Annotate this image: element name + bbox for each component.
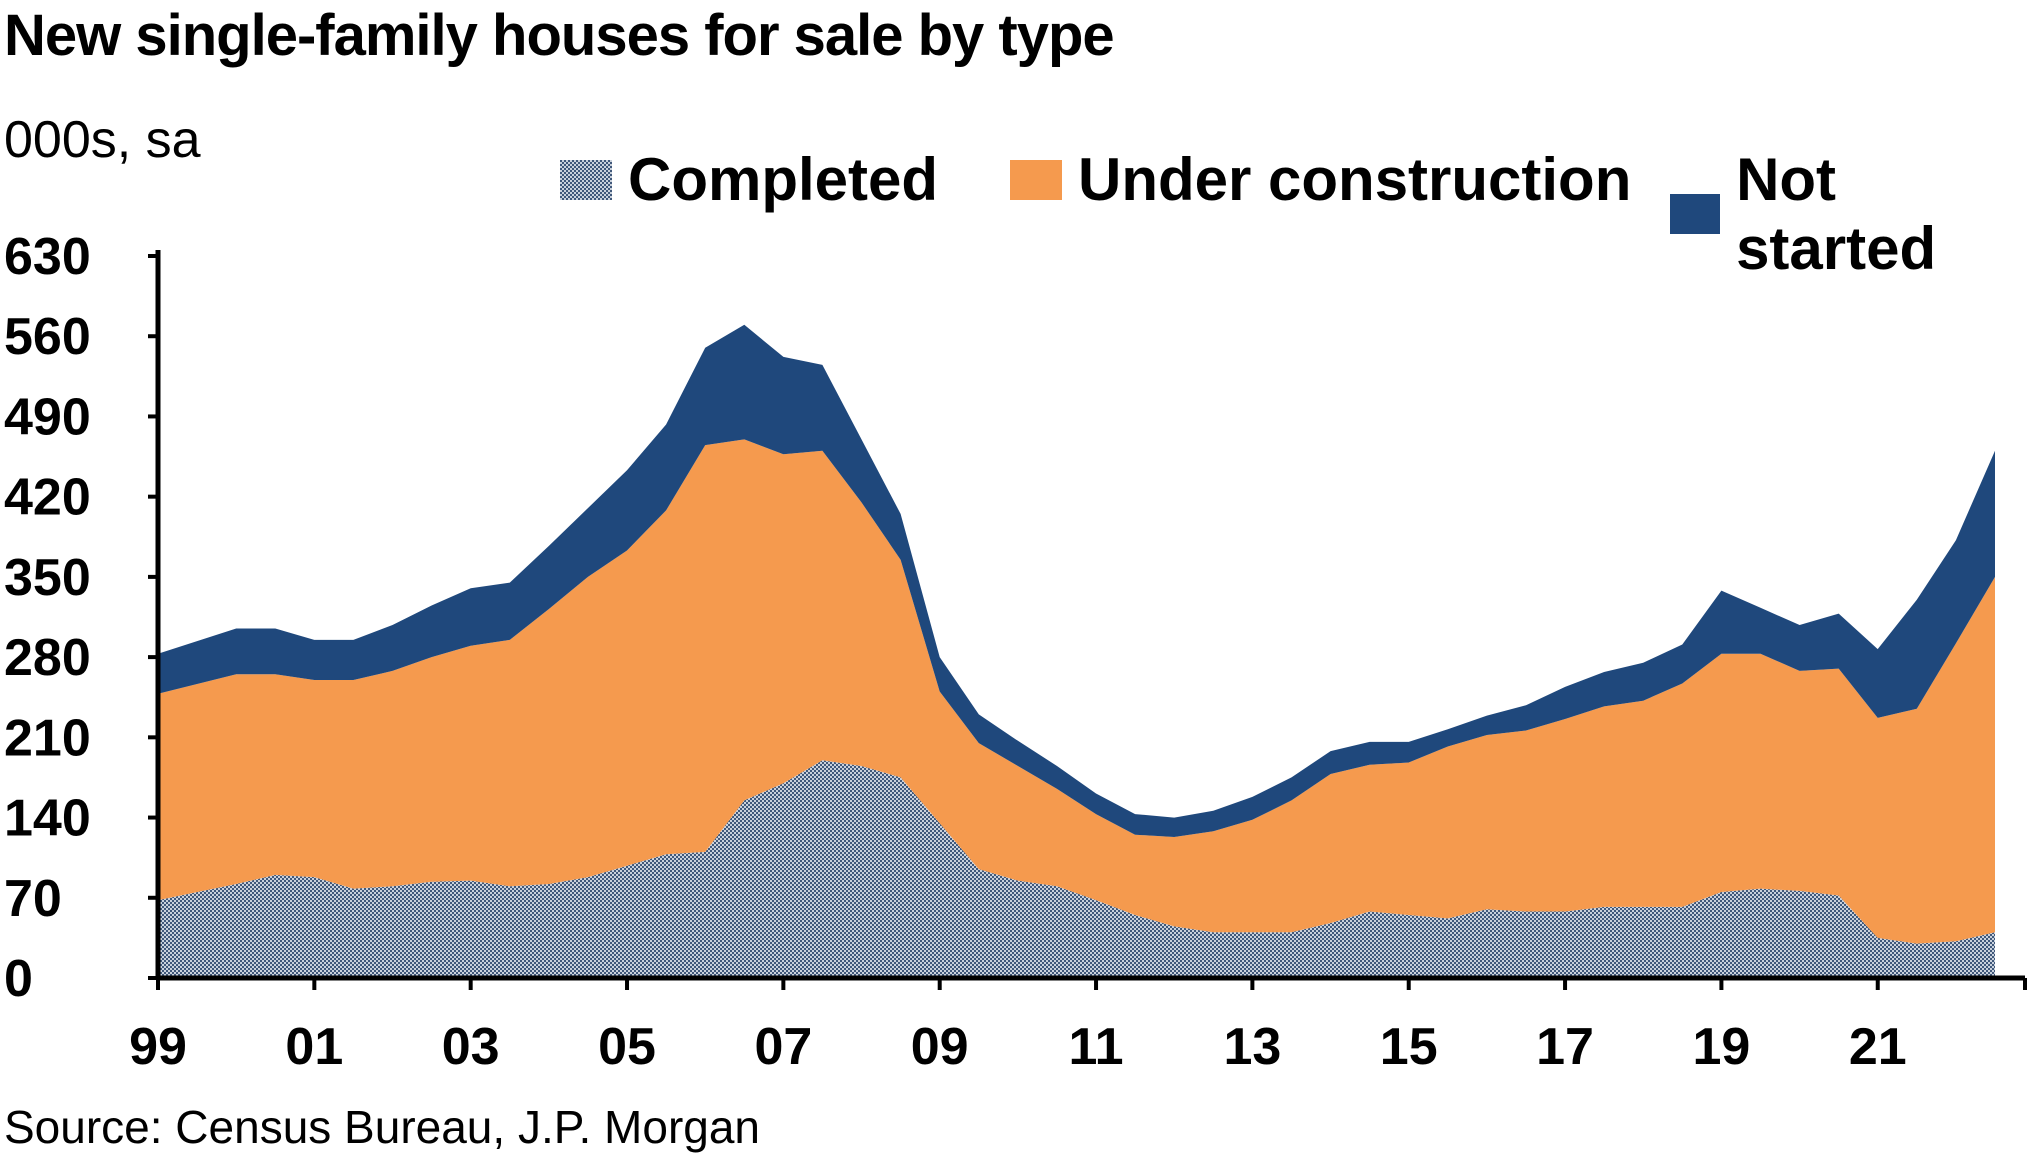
x-tick-label: 03 [442,1018,500,1076]
y-tick-label: 350 [4,549,91,607]
x-tick-label: 19 [1692,1018,1750,1076]
legend-label-not-started: Not started [1736,146,1937,282]
y-tick-label: 210 [4,709,91,767]
legend-swatch-under-construction [1010,159,1062,200]
legend-swatch-completed [560,159,612,200]
area-completed [158,760,1995,978]
area-not-started [158,324,1995,837]
y-tick-label: 420 [4,469,91,527]
x-tick-label: 99 [129,1018,187,1076]
x-tick-label: 11 [1069,1018,1124,1076]
x-tick-label: 17 [1536,1018,1594,1076]
plot-areas [158,324,1995,978]
x-tick-label: 09 [911,1018,969,1076]
x-tick-label: 05 [598,1018,656,1076]
y-tick-label: 560 [4,308,91,366]
y-tick-label: 630 [4,228,91,286]
legend-under-construction: Under construction [1010,145,1631,214]
x-tick-label: 15 [1380,1018,1438,1076]
y-tick-label: 140 [4,790,91,848]
axes: 0 70 140 210 280 350 420 490 560 630 99 01 03 05 07 09 1… [4,228,2027,1076]
y-tick-label: 0 [4,950,33,1008]
source-note: Source: Census Bureau, J.P. Morgan [4,1101,761,1153]
legend-label-completed: Completed [628,146,939,213]
legend-not-started: Not started [1670,145,2041,283]
x-tick-label: 13 [1223,1018,1281,1076]
legend-swatch-not-started [1670,194,1721,234]
y-tick-label: 490 [4,388,91,446]
chart-subtitle: 000s, sa [4,111,201,169]
y-tick-label: 280 [4,629,91,687]
legend-completed: Completed [560,145,938,214]
x-tick-label: 07 [754,1018,812,1076]
area-under-construction [158,439,1995,944]
y-tick-label: 70 [4,870,62,928]
legend-label-under-construction: Under construction [1078,146,1632,213]
chart-title: New single-family houses for sale by typ… [4,3,1115,68]
x-tick-label: 21 [1849,1018,1907,1076]
x-tick-label: 01 [285,1018,343,1076]
